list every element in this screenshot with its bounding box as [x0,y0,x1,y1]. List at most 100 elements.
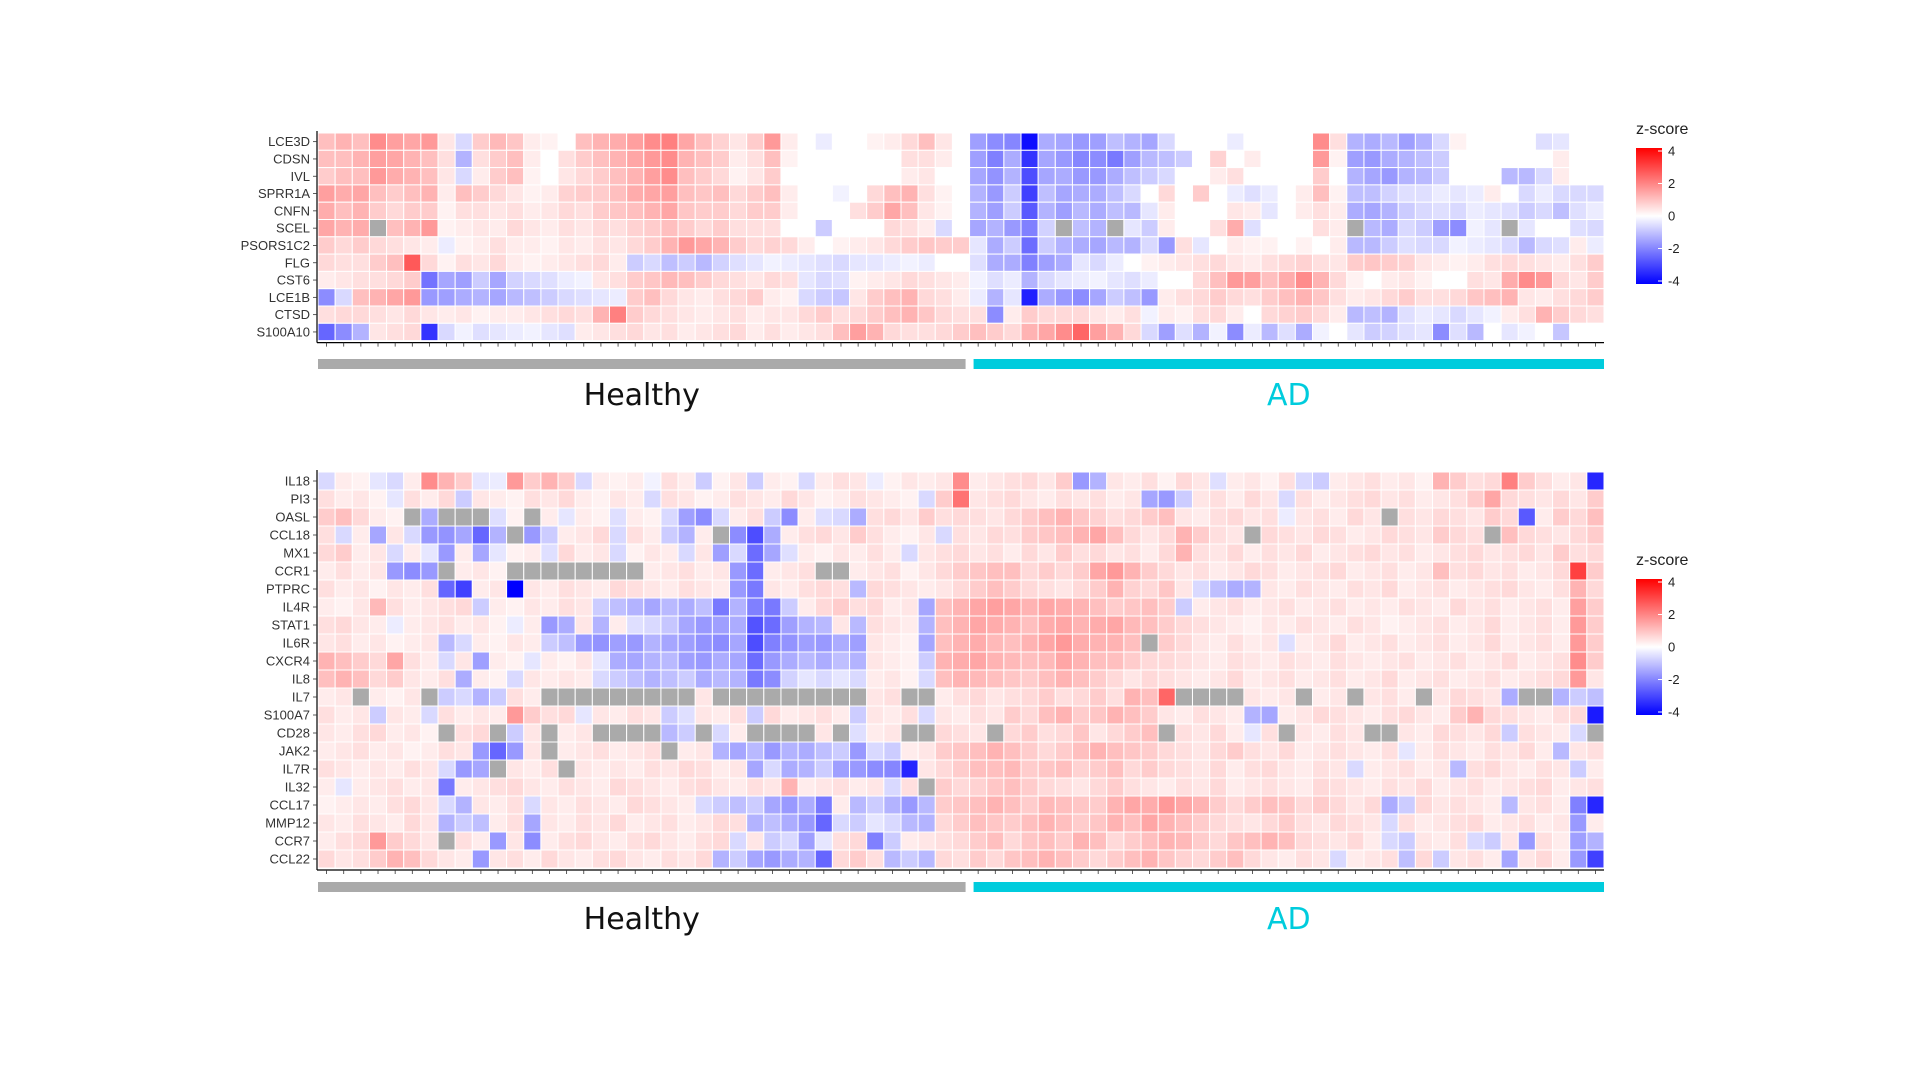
heatmap-cell [883,471,902,491]
heatmap-cell [437,525,456,545]
heatmap-cell [591,777,610,797]
heatmap-cell [1003,579,1022,599]
heatmap-cell [1037,615,1056,635]
heatmap-cell [780,705,799,725]
heatmap-cell [1346,813,1365,833]
heatmap-cell [917,543,936,563]
heatmap-cell [986,305,1005,324]
heatmap-cell [1123,132,1142,151]
heatmap-cell [591,723,610,743]
heatmap-cell [1449,561,1468,581]
heatmap-cell [471,597,490,617]
heatmap-cell [711,687,731,707]
heatmap-cell [1106,759,1125,779]
heatmap-cell [1277,201,1296,220]
heatmap-cell [677,759,696,779]
heatmap-cell [488,669,508,689]
heatmap-cell [488,149,508,169]
heatmap-cell [1380,615,1399,635]
gene-label-il7: IL7 [292,690,310,705]
legend-colorbar [1636,148,1662,284]
heatmap-cell [711,723,731,743]
heatmap-cell [660,305,679,324]
heatmap-cell [1003,651,1022,671]
heatmap-cell [454,543,473,563]
heatmap-cell [1174,813,1193,833]
heatmap-cell [1003,723,1022,743]
heatmap-cell [917,149,936,169]
heatmap-cell [1089,184,1108,203]
heatmap-cell [1414,219,1434,238]
heatmap-cell [1534,149,1554,169]
heatmap-cell [523,253,542,272]
heatmap-cell [1020,705,1039,725]
heatmap-cell [454,525,473,545]
heatmap-cell [1003,525,1022,545]
heatmap-cell [1312,507,1331,527]
heatmap-cell [711,795,731,815]
heatmap-cell [1020,219,1039,238]
heatmap-cell [1534,813,1554,833]
heatmap-cell [1277,253,1296,272]
heatmap-cell [574,579,593,599]
heatmap-cell [1140,253,1159,272]
heatmap-cell [1089,543,1108,563]
heatmap-cell [660,288,679,307]
heatmap-cell [1071,705,1091,725]
heatmap-cell [1174,687,1193,707]
heatmap-cell [677,615,696,635]
legend-tick-label: 4 [1668,575,1675,590]
heatmap-cell [900,633,919,653]
heatmap-cell [917,759,936,779]
heatmap-cell [883,831,902,851]
heatmap-cell [523,633,542,653]
heatmap-cell [523,687,542,707]
heatmap-cell [900,184,919,203]
heatmap-cell [1466,561,1485,581]
heatmap-cell [866,270,885,290]
heatmap-cell [694,253,713,272]
heatmap-cell [900,219,919,238]
heatmap-cell [317,705,336,725]
heatmap-cell [454,489,473,509]
heatmap-cell [660,813,679,833]
heatmap-cell [1140,669,1159,689]
heatmap-cell [814,322,833,342]
heatmap-cell [1552,288,1571,307]
heatmap-cell [1517,633,1536,653]
heatmap-cell [471,615,490,635]
heatmap-cell [523,525,542,545]
heatmap-cell [1414,149,1434,169]
heatmap-cell [1414,253,1434,272]
heatmap-cell [1089,471,1108,491]
heatmap-cell [1294,525,1314,545]
heatmap-cell [1226,471,1245,491]
heatmap-cell [523,132,542,151]
heatmap-cell [1312,633,1331,653]
heatmap-cell [677,687,696,707]
heatmap-cell [574,167,593,186]
heatmap-cell [660,579,679,599]
heatmap-cell [660,561,679,581]
heatmap-cell [1243,322,1262,342]
heatmap-cell [1277,149,1296,169]
heatmap-cell [1329,236,1348,255]
heatmap-cell [1226,651,1245,671]
heatmap-cell [1363,849,1382,869]
heatmap-cell [454,615,473,635]
heatmap-cell [591,167,610,186]
heatmap-cell [1037,270,1056,290]
heatmap-cell [488,270,508,290]
heatmap-cell [420,236,439,255]
heatmap-cell [849,669,868,689]
heatmap-cell [1414,507,1434,527]
heatmap-cell [1517,471,1536,491]
heatmap-cell [677,795,696,815]
heatmap-cell [694,322,713,342]
heatmap-cell [1586,795,1605,815]
heatmap-cell [1380,669,1399,689]
heatmap-cell [1277,831,1296,851]
heatmap-cell [1483,795,1502,815]
heatmap-cell [608,795,628,815]
heatmap-cell [1243,167,1262,186]
